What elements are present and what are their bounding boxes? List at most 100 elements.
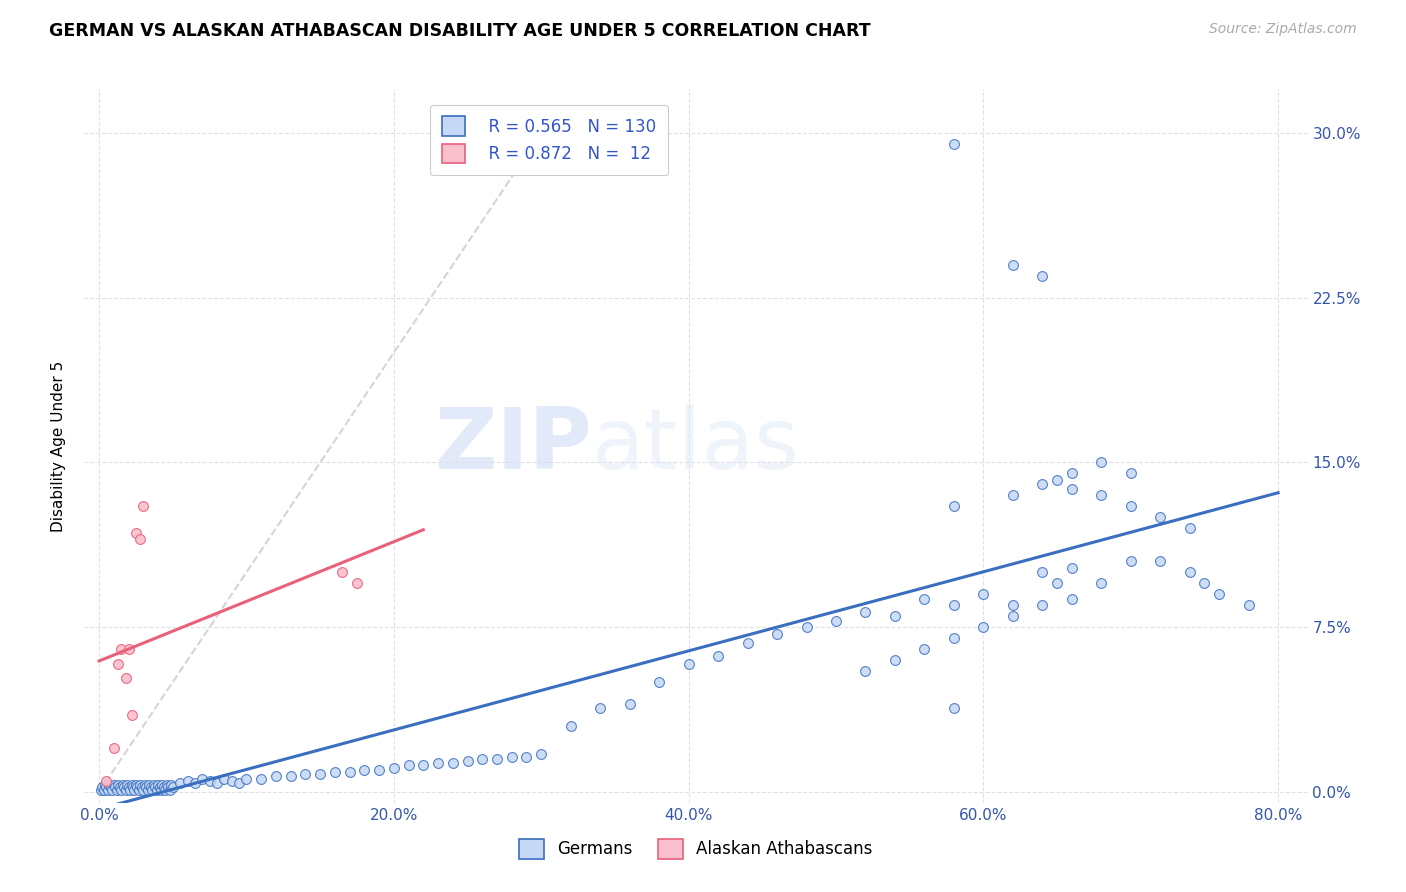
Point: [1001, 598, 1024, 612]
Point: [114, 671, 136, 685]
Point: [339, 765, 361, 780]
Point: [560, 719, 582, 733]
Point: [530, 747, 553, 762]
Point: [139, 780, 162, 795]
Point: [942, 701, 965, 715]
Point: [1149, 510, 1171, 524]
Point: [1031, 477, 1053, 491]
Point: [589, 701, 612, 715]
Point: [1090, 576, 1112, 591]
Point: [1001, 258, 1024, 272]
Point: [141, 782, 163, 797]
Point: [148, 780, 170, 795]
Point: [250, 772, 273, 786]
Point: [121, 778, 143, 792]
Point: [125, 525, 148, 540]
Point: [912, 642, 935, 657]
Text: GERMAN VS ALASKAN ATHABASCAN DISABILITY AGE UNDER 5 CORRELATION CHART: GERMAN VS ALASKAN ATHABASCAN DISABILITY …: [49, 22, 870, 40]
Point: [353, 763, 375, 777]
Point: [678, 657, 700, 672]
Point: [138, 778, 160, 792]
Point: [228, 776, 250, 790]
Point: [104, 780, 127, 795]
Point: [972, 620, 994, 634]
Point: [157, 780, 180, 795]
Point: [942, 598, 965, 612]
Point: [93, 782, 115, 797]
Point: [280, 769, 302, 783]
Point: [105, 782, 128, 797]
Point: [114, 782, 136, 797]
Point: [129, 533, 152, 547]
Point: [1031, 268, 1053, 283]
Point: [110, 782, 132, 797]
Point: [346, 576, 368, 591]
Point: [1046, 473, 1069, 487]
Y-axis label: Disability Age Under 5: Disability Age Under 5: [51, 360, 66, 532]
Point: [766, 626, 789, 640]
Point: [107, 657, 129, 672]
Point: [382, 761, 405, 775]
Point: [884, 609, 907, 624]
Point: [1090, 488, 1112, 502]
Point: [942, 137, 965, 152]
Point: [825, 614, 848, 628]
Point: [146, 778, 169, 792]
Point: [155, 782, 177, 797]
Point: [117, 780, 139, 795]
Point: [135, 780, 157, 795]
Point: [96, 780, 118, 795]
Point: [90, 782, 112, 797]
Point: [143, 780, 166, 795]
Point: [131, 780, 153, 795]
Point: [128, 782, 150, 797]
Point: [97, 782, 120, 797]
Point: [160, 778, 183, 792]
Point: [115, 778, 138, 792]
Point: [134, 778, 156, 792]
Point: [145, 782, 167, 797]
Point: [221, 773, 243, 788]
Point: [150, 782, 173, 797]
Point: [1060, 482, 1083, 496]
Point: [176, 773, 198, 788]
Point: [309, 767, 332, 781]
Point: [112, 780, 135, 795]
Point: [205, 776, 228, 790]
Point: [110, 642, 132, 657]
Point: [1090, 455, 1112, 469]
Point: [485, 752, 508, 766]
Point: [471, 752, 494, 766]
Point: [198, 773, 221, 788]
Point: [1119, 467, 1142, 481]
Point: [96, 773, 118, 788]
Point: [103, 740, 125, 755]
Point: [100, 780, 122, 795]
Point: [129, 778, 152, 792]
Text: ZIP: ZIP: [434, 404, 592, 488]
Point: [323, 765, 346, 780]
Point: [427, 756, 450, 771]
Point: [1060, 561, 1083, 575]
Point: [330, 566, 353, 580]
Point: [98, 778, 121, 792]
Point: [1060, 467, 1083, 481]
Point: [1031, 598, 1053, 612]
Point: [457, 754, 479, 768]
Point: [501, 749, 523, 764]
Point: [619, 697, 641, 711]
Point: [117, 642, 139, 657]
Text: atlas: atlas: [592, 404, 800, 488]
Point: [214, 772, 236, 786]
Point: [122, 780, 145, 795]
Point: [1149, 554, 1171, 568]
Point: [94, 778, 117, 792]
Point: [169, 776, 191, 790]
Point: [294, 767, 316, 781]
Point: [124, 782, 146, 797]
Point: [107, 778, 129, 792]
Point: [515, 749, 537, 764]
Point: [796, 620, 818, 634]
Point: [1046, 576, 1069, 591]
Point: [132, 500, 155, 514]
